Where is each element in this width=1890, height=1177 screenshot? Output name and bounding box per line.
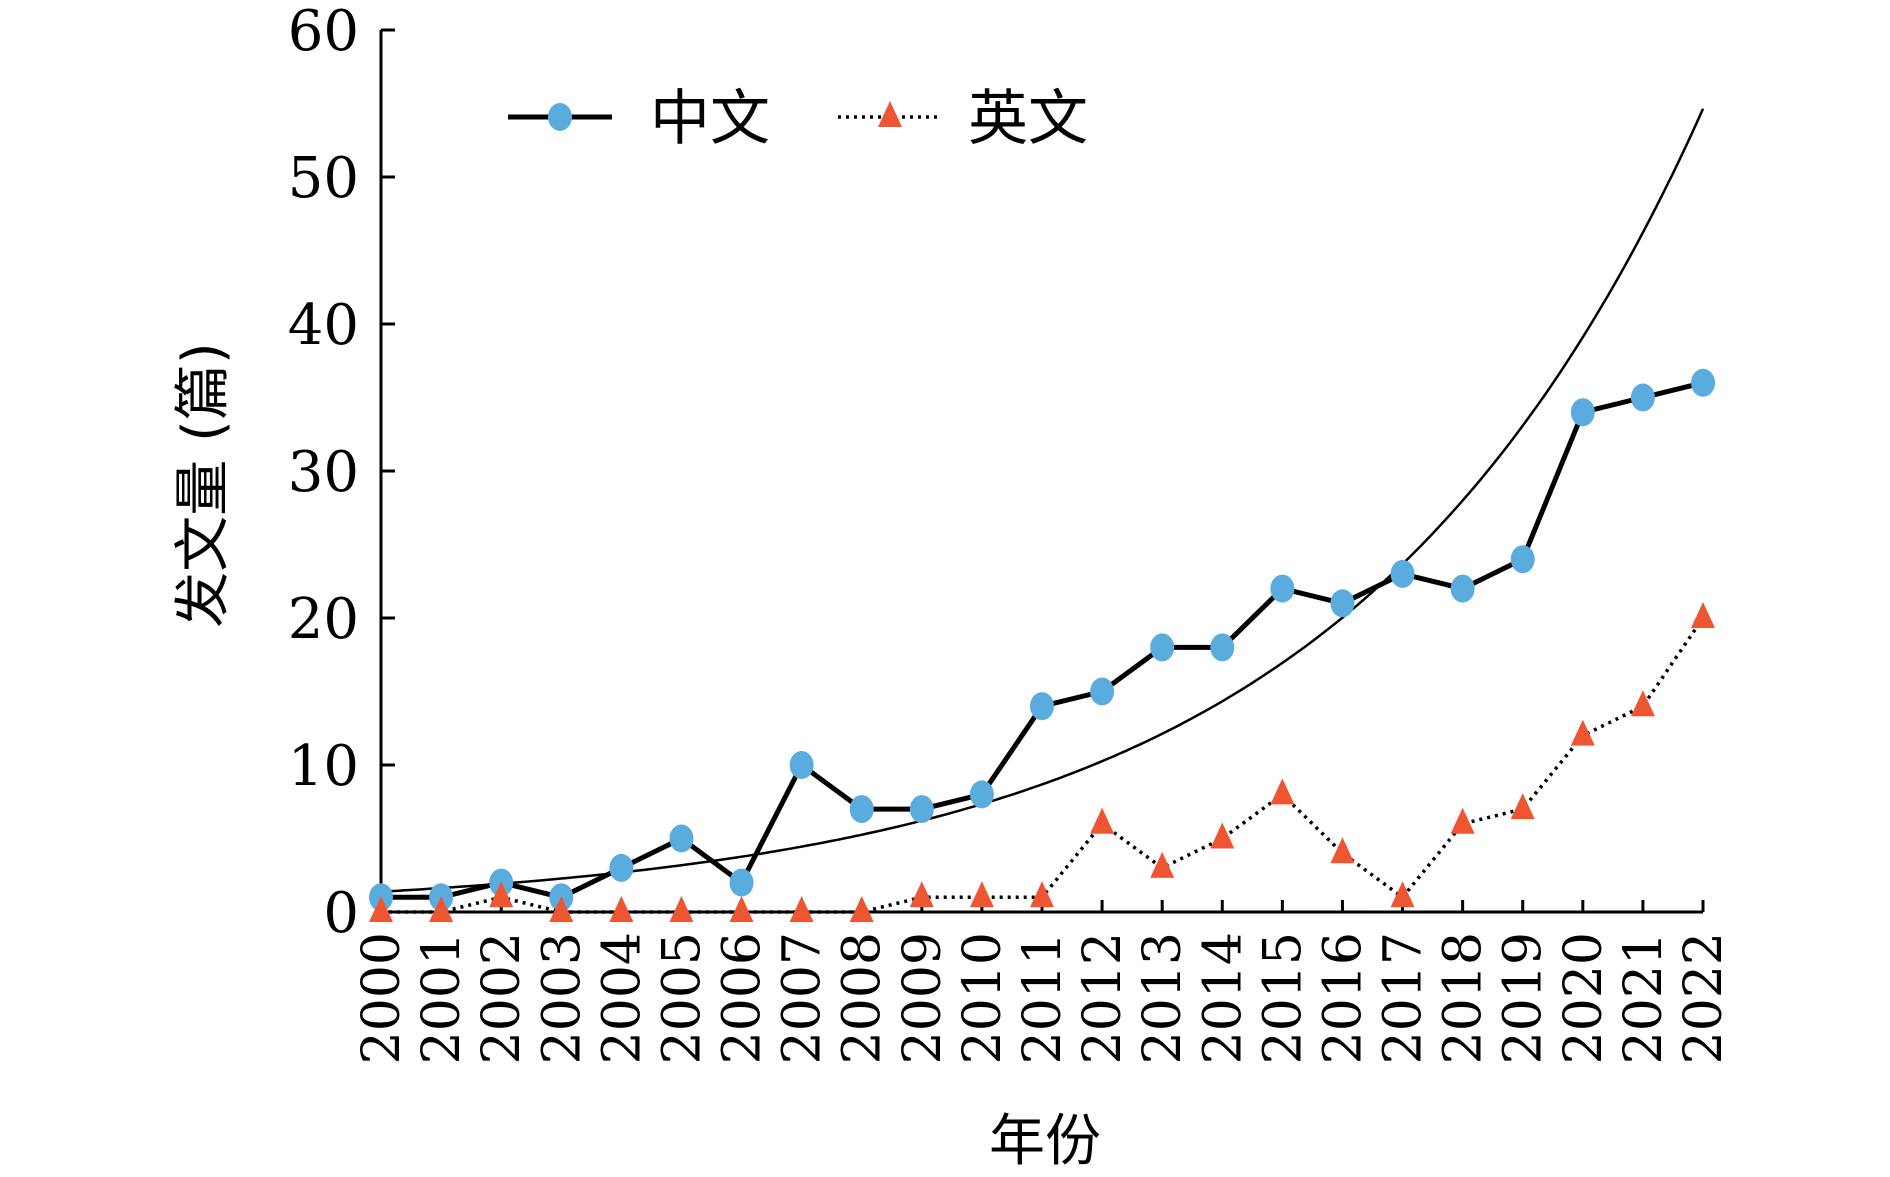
data-point-circle: [1090, 677, 1115, 706]
data-point-circle: [789, 751, 814, 779]
data-point-triangle: [729, 896, 754, 922]
data-point-triangle: [1510, 793, 1535, 820]
x-tick-label: 2006: [713, 932, 773, 1064]
x-tick-label: 2014: [1193, 932, 1253, 1064]
x-tick-label: 2017: [1374, 932, 1434, 1064]
data-point-triangle: [1210, 822, 1235, 849]
x-tick-label: 2015: [1253, 932, 1313, 1064]
data-point-circle: [1691, 368, 1715, 397]
legend-marker-triangle: [878, 101, 902, 127]
y-tick-label: 50: [288, 146, 359, 211]
x-tick-label: 2005: [652, 932, 712, 1064]
data-point-circle: [1630, 383, 1655, 412]
data-point-circle: [609, 853, 634, 882]
data-point-circle: [669, 824, 694, 853]
data-point-triangle: [849, 896, 874, 922]
x-tick-label: 2010: [953, 932, 1013, 1064]
x-tick-label: 2008: [833, 932, 893, 1064]
data-point-circle: [1570, 398, 1595, 427]
data-point-circle: [1270, 574, 1295, 603]
x-tick-labels: 2000 2001 2002 2003 2004 2005 2006 2007 2008 2009…: [352, 932, 1734, 1064]
x-tick-label: 2018: [1434, 932, 1494, 1064]
data-point-triangle: [1390, 881, 1415, 908]
x-tick-label: 2016: [1313, 932, 1373, 1064]
data-point-triangle: [1570, 719, 1595, 746]
x-tick-label: 2021: [1614, 932, 1674, 1064]
data-point-circle: [1150, 633, 1175, 662]
x-tick-label: 2003: [532, 932, 592, 1064]
x-tick-label: 2001: [412, 932, 472, 1064]
data-point-triangle: [1090, 807, 1115, 834]
legend-label-1: 中文: [650, 84, 770, 154]
data-point-triangle: [489, 881, 514, 908]
data-point-triangle: [1030, 881, 1054, 908]
legend-label-2: 英文: [968, 84, 1088, 154]
y-axis-title: 发文量 (篇): [171, 342, 236, 628]
x-tick-label: 2022: [1674, 932, 1734, 1064]
data-point-triangle: [1450, 807, 1475, 834]
data-point-triangle: [429, 896, 454, 922]
y-tick-labels: 0 10 20 30 40 50 60: [288, 0, 359, 946]
data-point-triangle: [609, 896, 634, 922]
series-line-1: [381, 380, 1704, 900]
data-point-circle: [909, 795, 934, 824]
data-point-circle: [1210, 633, 1235, 662]
data-point-triangle: [1330, 837, 1355, 864]
chart-axes: [379, 28, 1705, 914]
legend-marker-circle: [548, 103, 572, 131]
data-point-triangle: [549, 896, 574, 922]
x-tick-label: 2013: [1133, 932, 1193, 1064]
data-point-circle: [729, 868, 754, 897]
x-axis-title: 年份: [989, 1109, 1101, 1174]
series-line-2: [381, 617, 1705, 914]
data-point-circle: [1030, 692, 1054, 721]
y-tick-label: 40: [288, 293, 359, 358]
y-tick-label: 30: [288, 440, 359, 505]
x-tick-label: 2004: [592, 932, 652, 1064]
data-point-triangle: [1630, 690, 1655, 717]
data-point-triangle: [1691, 602, 1715, 628]
y-tick-label: 10: [288, 734, 359, 799]
x-tick-label: 2012: [1073, 932, 1133, 1064]
y-tick-label: 20: [288, 587, 359, 652]
y-tick-label: 60: [288, 0, 359, 64]
legend: 中文 英文: [508, 84, 1088, 154]
data-point-triangle: [369, 896, 393, 922]
data-point-circle: [1390, 559, 1415, 588]
x-tick-label: 2000: [352, 932, 412, 1064]
data-point-triangle: [669, 896, 694, 922]
data-point-circle: [969, 780, 994, 809]
x-tick-label: 2011: [1013, 932, 1073, 1064]
x-tick-label: 2019: [1494, 932, 1554, 1064]
data-point-triangle: [789, 896, 814, 922]
data-point-triangle: [1150, 851, 1175, 878]
x-tick-label: 2007: [773, 932, 833, 1064]
data-point-circle: [1330, 589, 1355, 618]
y-tick-label: 0: [323, 881, 359, 946]
data-point-triangle: [969, 881, 994, 908]
data-point-triangle: [909, 881, 934, 908]
x-tick-label: 2002: [472, 932, 532, 1064]
data-point-circle: [1450, 574, 1475, 603]
x-tick-label: 2020: [1554, 932, 1614, 1064]
trendline: [380, 108, 1705, 893]
x-tick-label: 2009: [893, 932, 953, 1064]
trendline-layer: [380, 108, 1705, 893]
data-point-circle: [1510, 545, 1535, 574]
data-point-triangle: [1270, 778, 1295, 805]
series-layer: [369, 368, 1715, 922]
data-point-circle: [849, 795, 874, 824]
